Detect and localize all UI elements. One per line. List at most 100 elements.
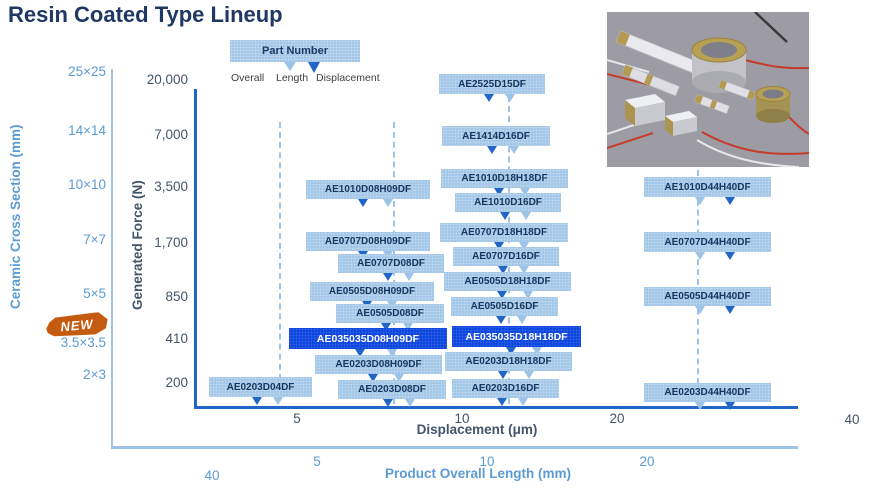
- overall-length-marker-icon: [404, 399, 415, 407]
- legend-word-overall: Overall: [231, 72, 265, 84]
- part-number-label: AE0707D18H18DF: [440, 223, 568, 250]
- displacement-marker-icon: [483, 94, 494, 102]
- cross-section-axis-title: Ceramic Cross Section (mm): [8, 124, 23, 310]
- overall-length-axis-line: [111, 446, 798, 449]
- overall-length-marker-icon: [694, 402, 705, 410]
- displacement-tick: 5: [293, 411, 301, 426]
- displacement-marker-icon: [494, 188, 505, 196]
- part-number-label: AE0203D18H18DF: [445, 352, 572, 379]
- displacement-marker-icon: [725, 197, 736, 205]
- displacement-marker-icon: [497, 266, 508, 274]
- overall-length-axis-title: Product Overall Length (mm): [384, 466, 572, 481]
- part-number-label: AE1010D18H18DF: [441, 169, 568, 196]
- displacement-marker-icon: [725, 402, 736, 410]
- overall-length-marker-icon: [504, 94, 515, 102]
- force-tick: 850: [165, 289, 188, 304]
- overall-length-marker-icon: [694, 252, 705, 260]
- displacement-marker-icon: [487, 146, 498, 154]
- displacement-axis-line: [194, 406, 798, 409]
- legend-word-length: Length: [276, 72, 309, 84]
- force-tick: 410: [165, 331, 188, 346]
- overall-length-marker-icon: [531, 347, 542, 355]
- force-tick: 20,000: [146, 72, 188, 87]
- displacement-marker-icon: [499, 212, 510, 220]
- overall-length-tick: 40: [204, 468, 220, 483]
- force-tick: 3,500: [154, 179, 188, 194]
- cross-section-tick: 3.5×3.5: [60, 335, 106, 350]
- part-number-label: AE0505D08DF: [336, 304, 444, 331]
- displacement-marker-icon: [725, 252, 736, 260]
- page-title: Resin Coated Type Lineup: [8, 2, 283, 27]
- part-number-label: AE0505D16DF: [451, 297, 558, 324]
- displacement-marker-icon: [358, 199, 369, 207]
- overall-length-marker-icon: [284, 62, 296, 71]
- overall-length-marker-icon: [517, 316, 528, 324]
- cross-section-tick: 2×3: [83, 367, 106, 382]
- overall-length-marker-icon: [518, 398, 529, 406]
- displacement-marker-icon: [497, 291, 508, 299]
- displacement-marker-icon: [383, 399, 394, 407]
- part-number-label: AE0505D18H18DF: [444, 272, 571, 299]
- displacement-marker-icon: [506, 347, 517, 355]
- part-number-label: AE0203D08DF: [338, 380, 446, 407]
- overall-length-marker-icon: [386, 349, 397, 357]
- part-number-label: AE1414D16DF: [442, 126, 550, 154]
- force-axis-line: [194, 89, 197, 408]
- cross-section-axis-line: [111, 69, 113, 448]
- overall-length-marker-icon: [522, 291, 533, 299]
- overall-length-marker-icon: [393, 374, 404, 382]
- displacement-marker-icon: [308, 62, 320, 73]
- part-number-label: AE1010D44H40DF: [644, 177, 771, 205]
- force-axis-title: Generated Force (N): [130, 180, 145, 310]
- overall-length-tick: 20: [639, 454, 655, 469]
- piezo-actuators-illustration: [606, 11, 810, 168]
- part-number-label: AE0707D16DF: [453, 247, 559, 274]
- overall-length-marker-icon: [519, 188, 530, 196]
- cross-section-tick: 10×10: [68, 177, 106, 192]
- part-number-label: AE1010D16DF: [455, 193, 561, 220]
- part-number-label: AE0707D08DF: [338, 254, 444, 281]
- part-number-label: AE0203D16DF: [452, 379, 559, 406]
- displacement-marker-icon: [381, 323, 392, 331]
- displacement-marker-icon: [252, 397, 263, 405]
- overall-length-marker-icon: [519, 242, 530, 250]
- displacement-marker-icon: [493, 242, 504, 250]
- part-number-label: AE0505D08H09DF: [310, 282, 434, 309]
- overall-length-marker-icon: [694, 197, 705, 205]
- cross-section-tick: 5×5: [83, 286, 106, 301]
- displacement-marker-icon: [355, 349, 366, 357]
- part-number-label: AE0203D04DF: [209, 377, 312, 405]
- displacement-tick: 40: [844, 412, 860, 427]
- part-number-label: AE035035D08H09DF: [289, 328, 447, 357]
- displacement-marker-icon: [496, 398, 507, 406]
- overall-length-marker-icon: [382, 199, 393, 207]
- displacement-tick: 10: [454, 411, 470, 426]
- part-number-label: AE2525D15DF: [439, 74, 545, 102]
- part-number-label: AE0505D44H40DF: [644, 287, 771, 314]
- displacement-marker-icon: [368, 374, 379, 382]
- cross-section-tick: 14×14: [68, 123, 106, 138]
- dashed-guide-line: [279, 122, 281, 400]
- overall-length-marker-icon: [518, 266, 529, 274]
- part-number-label: AE035035D18H18DF: [452, 326, 581, 355]
- cross-section-tick: 7×7: [83, 232, 106, 247]
- product-photo: [606, 11, 810, 168]
- overall-length-marker-icon: [694, 306, 705, 314]
- overall-length-marker-icon: [520, 212, 531, 220]
- overall-length-tick: 10: [479, 454, 495, 469]
- part-number-label: AE0203D08H09DF: [315, 355, 442, 382]
- overall-length-marker-icon: [403, 273, 414, 281]
- force-tick: 200: [165, 375, 188, 390]
- overall-length-marker-icon: [272, 397, 283, 405]
- legend-word-displacement: Displacement: [316, 72, 380, 84]
- displacement-axis-title: Displacement (μm): [416, 422, 538, 437]
- overall-length-marker-icon: [402, 323, 413, 331]
- force-tick: 1,700: [154, 235, 188, 250]
- force-tick: 7,000: [154, 127, 188, 142]
- overall-length-marker-icon: [508, 146, 519, 154]
- cross-section-tick: 25×25: [68, 64, 106, 79]
- displacement-marker-icon: [495, 316, 506, 324]
- displacement-tick: 20: [609, 411, 625, 426]
- part-number-label: AE1010D08H09DF: [306, 180, 430, 207]
